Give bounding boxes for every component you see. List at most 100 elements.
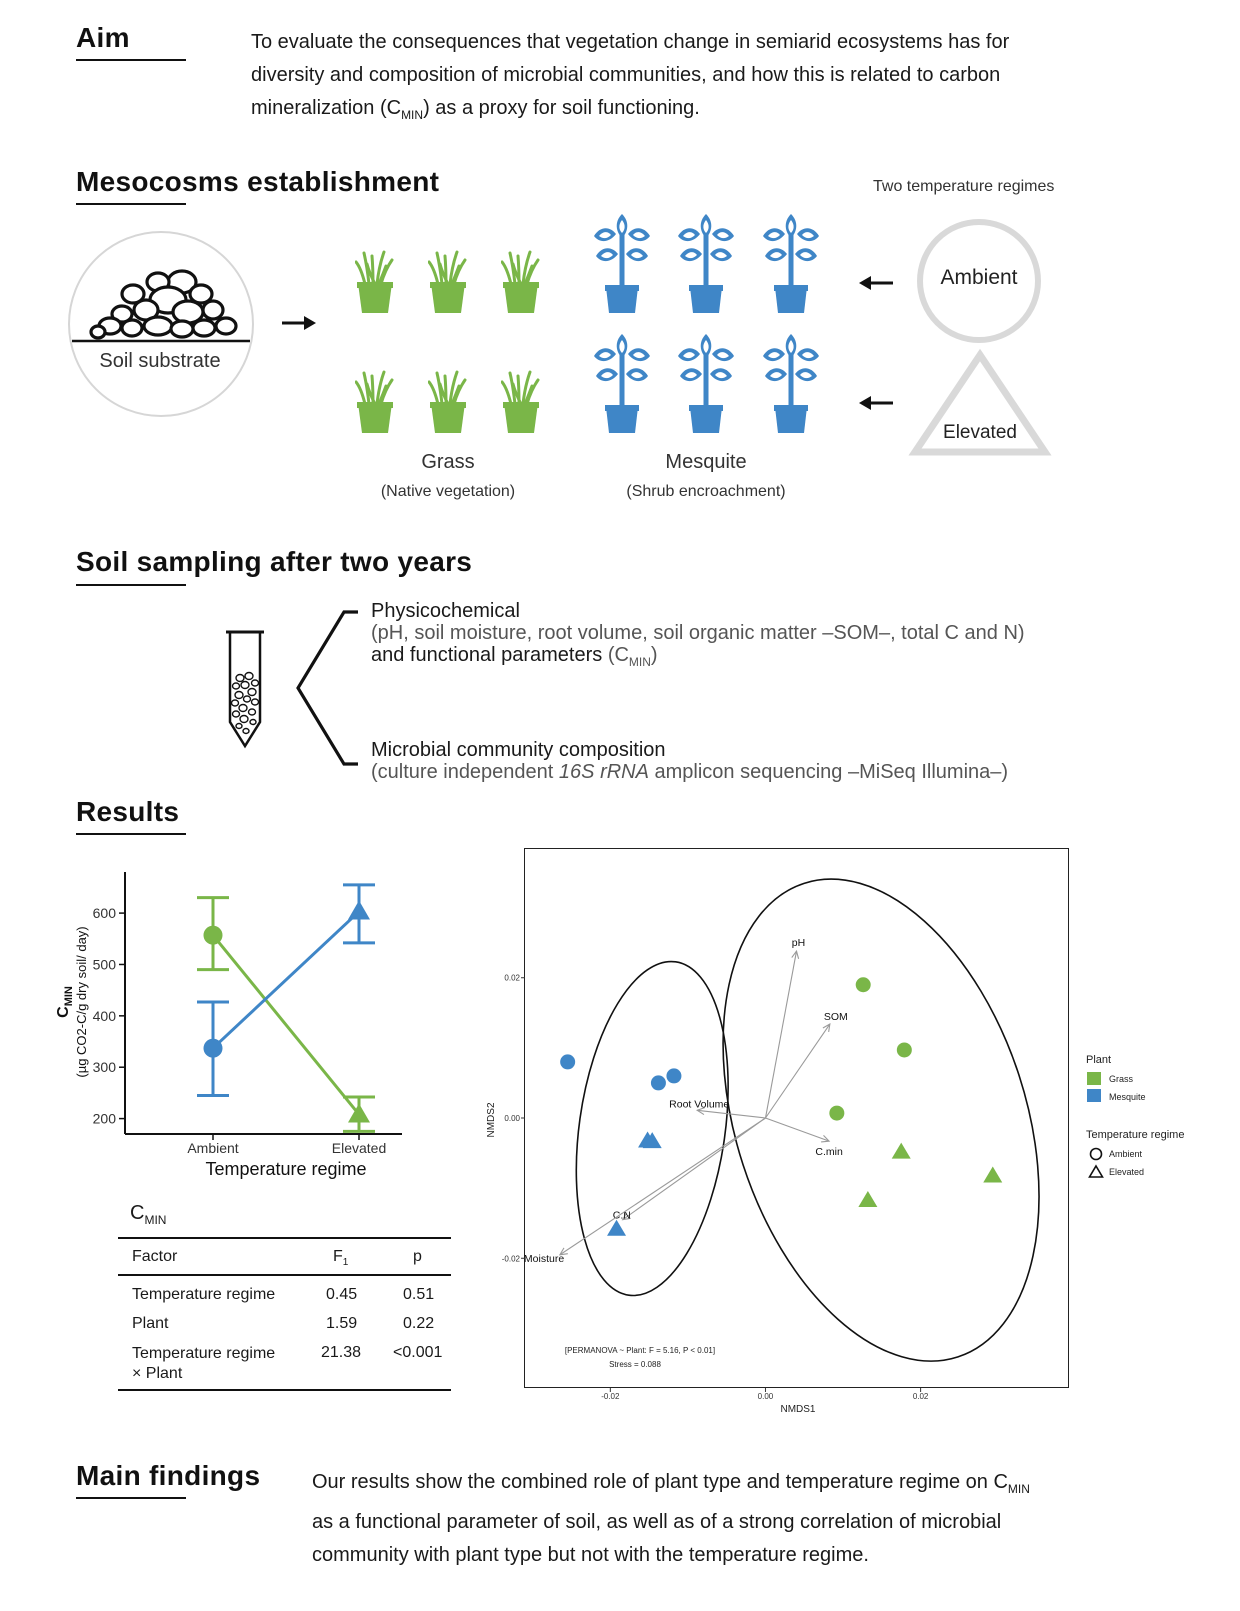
x-tick-label: -0.02 — [601, 1392, 620, 1401]
legend-mesquite-swatch — [1087, 1089, 1101, 1102]
legend-triangle-icon — [1088, 1164, 1104, 1178]
x-tick-label: 0.00 — [758, 1392, 774, 1401]
legend-plant-title: Plant — [1086, 1054, 1112, 1066]
env-vector-label: Root Volume — [669, 1098, 729, 1110]
group-ellipse — [722, 878, 1040, 1362]
grass-pot-icon — [501, 250, 541, 315]
y-tick-label: 300 — [93, 1059, 117, 1075]
table-cell-p: 0.51 — [403, 1286, 435, 1303]
mesocosms-heading: Mesocosms establishment — [76, 166, 440, 197]
table-cell-p: 0.22 — [403, 1315, 435, 1332]
env-vector — [559, 1117, 766, 1256]
anova-title: CMIN — [130, 1202, 166, 1227]
table-bottom-rule — [118, 1389, 451, 1391]
table-header-p: p — [413, 1248, 422, 1265]
y-tick-label: 200 — [93, 1111, 117, 1127]
microbial-detail-b: amplicon sequencing –MiSeq Illumina–) — [654, 761, 1009, 783]
env-vector-label: C:N — [613, 1210, 631, 1222]
line-chart-ylabel-units: (µg CO2-C/g dry soil/ day) — [74, 926, 89, 1077]
aim-line-3: mineralization (CMIN) as a proxy for soi… — [251, 92, 1151, 132]
mesquite-point — [348, 900, 370, 920]
mesquite-pot-icon — [678, 334, 734, 433]
mesquite-pot-icon — [763, 334, 819, 433]
grass-pot-icon — [428, 370, 468, 435]
nmds-ordination-chart: pH SOM Root Volume C.min C:N Moisture -0.02 0.… — [486, 878, 1040, 1415]
table-cell-f: 1.59 — [326, 1315, 358, 1332]
grass-series-line — [211, 934, 361, 1116]
legend-regime-markers — [1088, 1147, 1104, 1178]
functional-parameters-line: and functional parameters (CMIN) — [371, 644, 1025, 673]
table-header-f-sub: 1 — [342, 1257, 349, 1268]
anova-title-sub: MIN — [144, 1213, 167, 1227]
table-cell-factor: Temperature regime — [132, 1286, 276, 1303]
env-vector-label: Moisture — [524, 1253, 564, 1265]
cmin-close: ) — [650, 644, 658, 666]
table-header-f-text: F — [333, 1248, 343, 1265]
grass-point — [348, 1103, 370, 1123]
table-header-rule — [118, 1274, 451, 1276]
legend-grass-swatch — [1087, 1072, 1101, 1085]
mesquite-sublabel: (Shrub encroachment) — [626, 483, 786, 500]
grass-pot-icon — [355, 250, 395, 315]
x-tick-label: Ambient — [187, 1140, 238, 1156]
mesquite-pot-icon — [594, 334, 650, 433]
table-cell-p: <0.001 — [393, 1344, 443, 1361]
legend-mesquite-label: Mesquite — [1109, 1092, 1146, 1102]
aim-underline — [76, 59, 186, 61]
y-tick-label: -0.02 — [502, 1254, 521, 1263]
grass-ambient-point — [855, 977, 871, 993]
anova-title-c: C — [130, 1202, 145, 1224]
ambient-label: Ambient — [940, 266, 1018, 289]
results-heading: Results — [76, 796, 180, 827]
aim-line-1: To evaluate the consequences that vegeta… — [251, 31, 1010, 53]
mesquite-pot-icon — [594, 214, 650, 313]
microbial-detail-a: (culture independent — [371, 761, 554, 783]
arrow-left-icon — [859, 396, 893, 410]
soil-substrate-circle — [68, 231, 254, 417]
env-vector-arrowhead — [621, 1212, 631, 1221]
ambient-circle-icon — [917, 219, 1041, 343]
microbial-detail: (culture independent 16S rRNA amplicon s… — [371, 761, 1008, 783]
y-tick-label: 400 — [93, 1008, 117, 1024]
table-top-rule — [118, 1237, 451, 1239]
table-row: Temperature regime × Plant — [132, 1344, 275, 1384]
mesquite-ambient-point — [560, 1054, 576, 1070]
group-ellipse — [575, 960, 729, 1297]
y-tick-label: 500 — [93, 956, 117, 972]
env-vector-label: C.min — [815, 1146, 843, 1158]
nmds-ylabel: NMDS2 — [486, 1102, 497, 1137]
mesquite-point — [203, 1038, 223, 1058]
findings-cmin-sub: MIN — [1007, 1482, 1030, 1496]
physicochemical-title: Physicochemical — [371, 600, 520, 622]
env-vector-arrowhead — [695, 1107, 705, 1116]
y-tick-label: 0.02 — [504, 974, 520, 983]
aim-line-2: diversity and composition of microbial c… — [251, 64, 1001, 86]
aim-line-3a: mineralization (C — [251, 97, 402, 119]
env-vector-label: SOM — [824, 1011, 848, 1023]
env-vector — [697, 1109, 766, 1119]
y-tick-label: 0.00 — [504, 1114, 520, 1123]
grass-ambient-point — [896, 1042, 912, 1058]
table-header-f: F1 — [333, 1248, 348, 1268]
mesquite-pot-icon — [763, 214, 819, 313]
mesquite-ambient-point — [650, 1075, 666, 1091]
grass-point — [203, 925, 223, 945]
elevated-triangle-icon — [908, 348, 1052, 456]
ylabel-sub: MIN — [63, 986, 75, 1006]
results-underline — [76, 833, 186, 835]
env-vector — [622, 1117, 766, 1221]
legend-grass-label: Grass — [1109, 1074, 1134, 1084]
table-cell-f: 21.38 — [321, 1344, 362, 1361]
sampling-heading: Soil sampling after two years — [76, 546, 473, 577]
physicochemical-block: Physicochemical (pH, soil moisture, root… — [371, 600, 1025, 673]
legend-regime-title: Temperature regime — [1086, 1129, 1185, 1141]
table-row: Plant — [132, 1315, 168, 1333]
env-vector-arrowhead — [791, 949, 800, 959]
mesquite-series-line — [211, 910, 361, 1050]
sample-tube-icon — [226, 630, 264, 749]
microbial-block: Microbial community composition (culture… — [371, 739, 1008, 783]
grass-pot-icon — [355, 370, 395, 435]
table-header-factor: Factor — [132, 1248, 178, 1265]
grass-ambient-point — [829, 1105, 845, 1121]
grass-label: Grass — [421, 451, 475, 473]
